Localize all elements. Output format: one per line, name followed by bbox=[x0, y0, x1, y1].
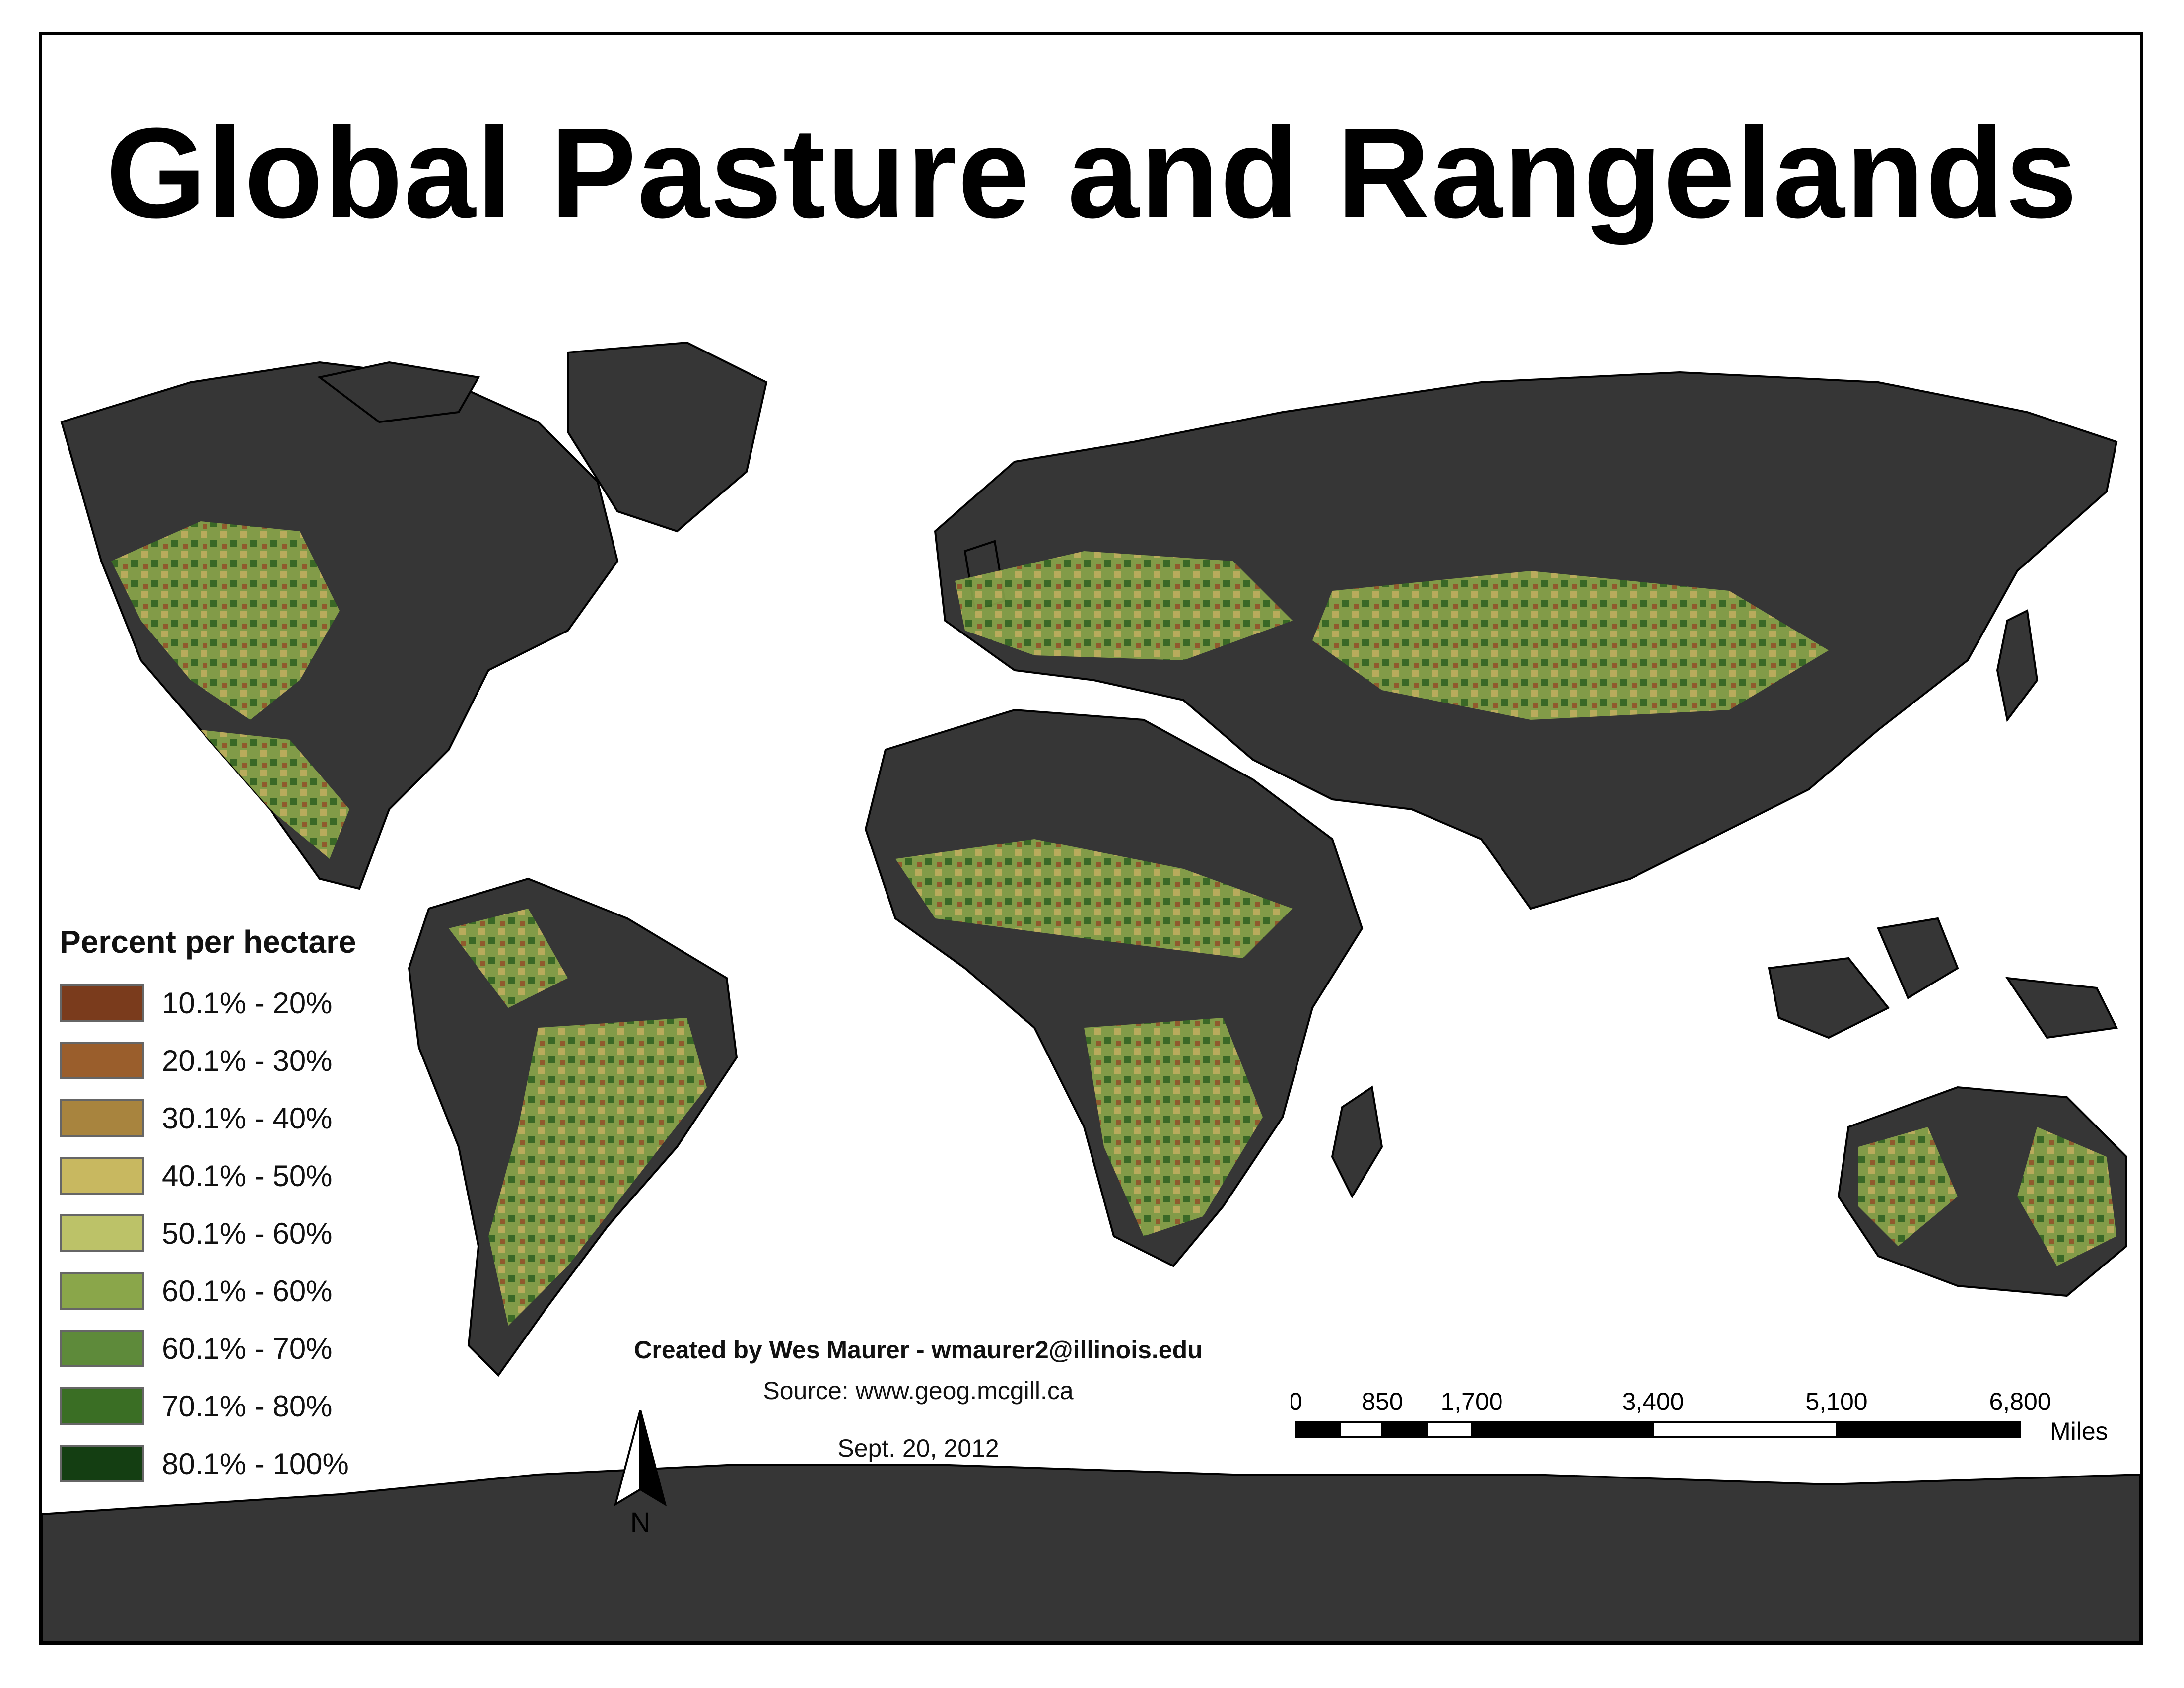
arctic-islands bbox=[317, 361, 480, 423]
legend-swatch bbox=[60, 1042, 144, 1079]
borneo bbox=[1877, 917, 1959, 999]
legend-item: 20.1% - 30% bbox=[60, 1032, 407, 1089]
legend-swatch bbox=[60, 1157, 144, 1195]
world-map bbox=[42, 341, 2140, 1642]
legend-swatch bbox=[60, 1445, 144, 1482]
sea-islands bbox=[1768, 957, 1890, 1039]
africa bbox=[864, 708, 1364, 1267]
north-arrow-left bbox=[614, 1410, 641, 1507]
scale-ticks: 0 850 1,700 3,400 5,100 6,800 bbox=[1291, 1388, 2051, 1415]
legend-label: 80.1% - 100% bbox=[162, 1447, 349, 1480]
legend-label: 60.1% - 70% bbox=[162, 1332, 333, 1365]
scale-tick-label: 850 bbox=[1362, 1388, 1403, 1415]
scale-segments bbox=[1295, 1421, 2021, 1438]
legend-item: 60.1% - 70% bbox=[60, 1320, 407, 1377]
legend-item: 80.1% - 100% bbox=[60, 1435, 407, 1492]
legend-item: 10.1% - 20% bbox=[60, 974, 407, 1032]
legend-swatch bbox=[60, 1272, 144, 1310]
scale-tick-label: 6,800 bbox=[1989, 1388, 2051, 1415]
sa-pasture-south bbox=[488, 1018, 707, 1326]
scale-segment bbox=[1652, 1421, 1838, 1438]
credit-author: Created by Wes Maurer - wmaurer2@illinoi… bbox=[634, 1336, 1203, 1364]
north-arrow-icon: N bbox=[614, 1410, 667, 1534]
scale-segment bbox=[1295, 1421, 1341, 1438]
australia-pasture bbox=[1858, 1127, 1958, 1246]
scale-bar: 0 850 1,700 3,400 5,100 6,800 Miles bbox=[1291, 1388, 2108, 1445]
legend-label: 40.1% - 50% bbox=[162, 1159, 333, 1193]
scale-segment bbox=[1426, 1421, 1473, 1438]
scale-segment bbox=[1381, 1421, 1428, 1438]
legend-item: 50.1% - 60% bbox=[60, 1204, 407, 1262]
antarctica bbox=[42, 1464, 2140, 1642]
legend-swatch bbox=[60, 1214, 144, 1252]
legend-label: 60.1% - 60% bbox=[162, 1274, 333, 1308]
sa-pasture-north bbox=[449, 909, 568, 1008]
australia-east-pasture bbox=[2017, 1127, 2116, 1266]
legend-swatch bbox=[60, 1387, 144, 1425]
legend-item: 70.1% - 80% bbox=[60, 1377, 407, 1435]
legend-label: 70.1% - 80% bbox=[162, 1389, 333, 1423]
scale-tick-label: 3,400 bbox=[1622, 1388, 1684, 1415]
na-pasture bbox=[111, 521, 340, 720]
legend-item: 40.1% - 50% bbox=[60, 1147, 407, 1204]
north-arrow-label: N bbox=[630, 1506, 650, 1534]
scale-segment bbox=[1836, 1421, 2021, 1438]
legend-label: 10.1% - 20% bbox=[162, 986, 333, 1020]
legend: Percent per hectare 10.1% - 20% 20.1% - 3… bbox=[60, 923, 407, 1492]
europe-pasture bbox=[955, 551, 1293, 660]
greenland bbox=[567, 341, 768, 533]
scale-segment bbox=[1339, 1421, 1383, 1438]
credit-date: Sept. 20, 2012 bbox=[837, 1434, 999, 1462]
vegetation-overlay bbox=[111, 521, 2116, 1326]
scale-unit: Miles bbox=[2050, 1417, 2108, 1445]
page-title: Global Pasture and Rangelands bbox=[106, 101, 2078, 245]
madagascar bbox=[1331, 1085, 1383, 1199]
legend-item: 30.1% - 40% bbox=[60, 1089, 407, 1147]
scale-segment bbox=[1471, 1421, 1654, 1438]
legend-items: 10.1% - 20% 20.1% - 30% 30.1% - 40% 40.1% -… bbox=[60, 974, 407, 1492]
legend-item: 60.1% - 60% bbox=[60, 1262, 407, 1320]
legend-title: Percent per hectare bbox=[60, 924, 356, 960]
north-arrow-right bbox=[639, 1410, 667, 1507]
scale-tick-label: 0 bbox=[1291, 1388, 1302, 1415]
sahel-pasture bbox=[895, 839, 1293, 958]
credit-source: Source: www.geog.mcgill.ca bbox=[763, 1377, 1074, 1405]
legend-label: 20.1% - 30% bbox=[162, 1044, 333, 1077]
legend-swatch bbox=[60, 984, 144, 1022]
legend-swatch bbox=[60, 1099, 144, 1137]
credits: Created by Wes Maurer - wmaurer2@illinoi… bbox=[571, 1336, 1266, 1463]
mexico-pasture bbox=[201, 730, 349, 859]
legend-label: 50.1% - 60% bbox=[162, 1216, 333, 1250]
scale-tick-label: 5,100 bbox=[1805, 1388, 1867, 1415]
legend-swatch bbox=[60, 1330, 144, 1367]
scale-tick-label: 1,700 bbox=[1440, 1388, 1502, 1415]
legend-label: 30.1% - 40% bbox=[162, 1101, 333, 1135]
central-asia-pasture bbox=[1312, 571, 1829, 720]
southern-africa-pasture bbox=[1084, 1018, 1263, 1236]
new-guinea bbox=[2005, 977, 2118, 1039]
japan bbox=[1996, 609, 2039, 722]
